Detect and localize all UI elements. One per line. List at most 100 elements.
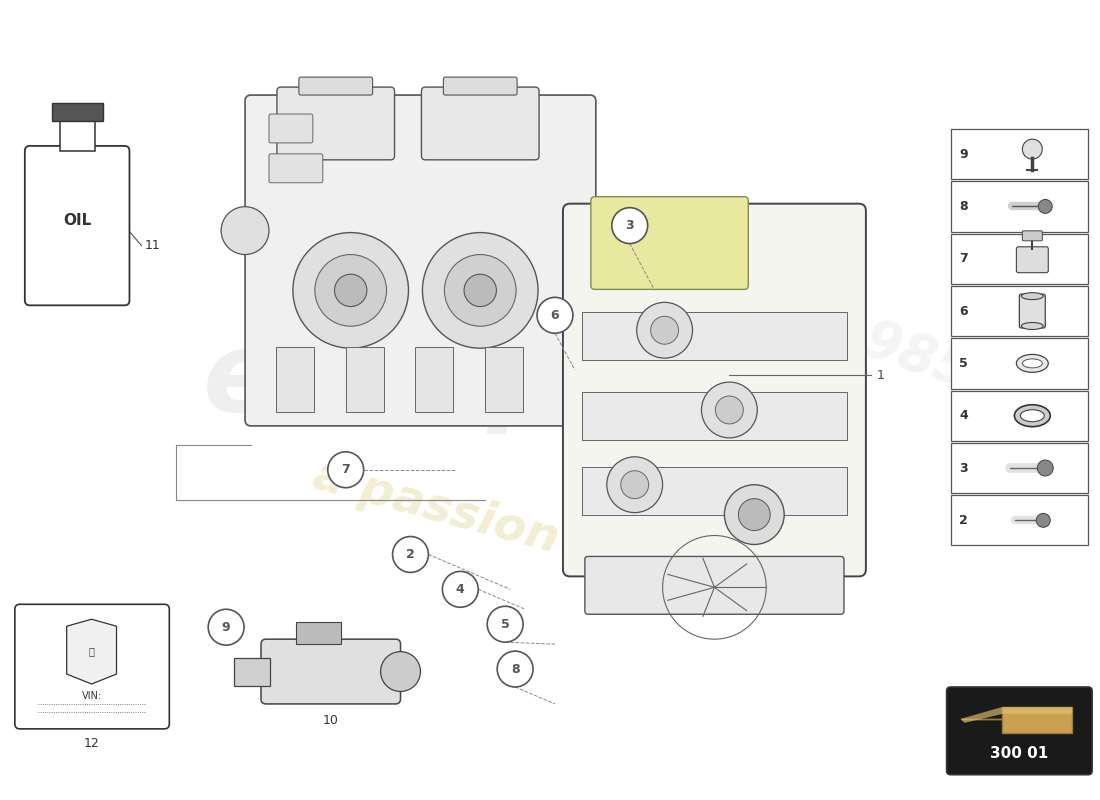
Bar [950,495,1088,546]
FancyBboxPatch shape [270,154,322,182]
Circle shape [607,457,662,513]
Circle shape [444,254,516,326]
Circle shape [293,233,408,348]
Ellipse shape [1022,359,1043,368]
Circle shape [221,206,270,254]
FancyBboxPatch shape [15,604,169,729]
Text: 8: 8 [959,200,968,213]
Circle shape [315,254,386,326]
Bar [582,392,847,440]
FancyBboxPatch shape [1020,294,1045,328]
Bar [59,119,95,151]
Text: 6: 6 [551,309,559,322]
Circle shape [381,652,420,691]
Ellipse shape [1014,405,1050,426]
Text: OIL: OIL [63,213,91,228]
Bar [276,347,314,412]
FancyBboxPatch shape [585,557,844,614]
Bar [950,338,1088,389]
Ellipse shape [1022,322,1043,330]
Text: 🐂: 🐂 [89,646,95,656]
Circle shape [487,606,524,642]
Text: 6: 6 [959,305,968,318]
Bar [950,234,1088,284]
Text: 4: 4 [455,583,464,596]
Circle shape [1022,139,1043,159]
Text: 1: 1 [877,369,884,382]
Text: 7: 7 [959,252,968,266]
Circle shape [650,316,679,344]
Circle shape [328,452,364,488]
Polygon shape [960,707,1072,733]
Bar [296,622,341,644]
Ellipse shape [1022,293,1043,299]
Text: 8: 8 [510,662,519,675]
FancyBboxPatch shape [1022,231,1043,241]
Bar [950,182,1088,231]
Text: VIN:: VIN: [81,691,101,701]
Bar [950,286,1088,336]
FancyBboxPatch shape [1016,246,1048,273]
Text: 300 01: 300 01 [990,746,1048,762]
Circle shape [702,382,757,438]
Bar [582,312,847,360]
Circle shape [1037,460,1053,476]
Circle shape [715,396,744,424]
Bar [582,466,847,514]
Circle shape [725,485,784,545]
Circle shape [393,537,428,572]
Ellipse shape [1021,410,1044,422]
Circle shape [208,610,244,645]
Text: 3: 3 [626,219,634,232]
Text: 9: 9 [222,621,230,634]
Text: 2: 2 [406,548,415,561]
Bar [485,347,524,412]
Text: 2: 2 [959,514,968,527]
Text: 7: 7 [341,463,350,476]
FancyBboxPatch shape [591,197,748,290]
Text: since 1985: since 1985 [660,242,978,399]
Bar [950,390,1088,441]
Text: 12: 12 [84,738,99,750]
FancyBboxPatch shape [563,204,866,576]
Circle shape [612,208,648,243]
Text: 9: 9 [959,148,968,161]
Text: 11: 11 [144,239,161,252]
Circle shape [620,470,649,498]
Text: 3: 3 [959,462,968,474]
Text: a passion for: a passion for [308,453,653,586]
Ellipse shape [1016,354,1048,372]
FancyBboxPatch shape [261,639,400,704]
Circle shape [497,651,534,687]
Circle shape [464,274,496,306]
Bar [234,658,270,686]
Circle shape [442,571,478,607]
FancyBboxPatch shape [25,146,130,306]
Bar [345,347,384,412]
Bar [52,103,102,121]
Text: europar: europar [202,326,697,434]
Circle shape [1036,514,1050,527]
Text: 10: 10 [322,714,339,727]
Text: 5: 5 [500,618,509,630]
Circle shape [637,302,693,358]
FancyBboxPatch shape [421,87,539,160]
FancyBboxPatch shape [443,77,517,95]
Polygon shape [67,619,117,684]
Bar [950,129,1088,179]
Bar [950,443,1088,493]
FancyBboxPatch shape [947,687,1092,774]
FancyBboxPatch shape [277,87,395,160]
Circle shape [334,274,367,306]
FancyBboxPatch shape [299,77,373,95]
Circle shape [738,498,770,530]
FancyBboxPatch shape [245,95,596,426]
Bar [416,347,453,412]
Circle shape [422,233,538,348]
Polygon shape [960,707,1072,723]
FancyBboxPatch shape [270,114,312,143]
Text: 5: 5 [959,357,968,370]
Circle shape [537,298,573,334]
Text: 4: 4 [959,409,968,422]
Circle shape [1038,199,1053,214]
